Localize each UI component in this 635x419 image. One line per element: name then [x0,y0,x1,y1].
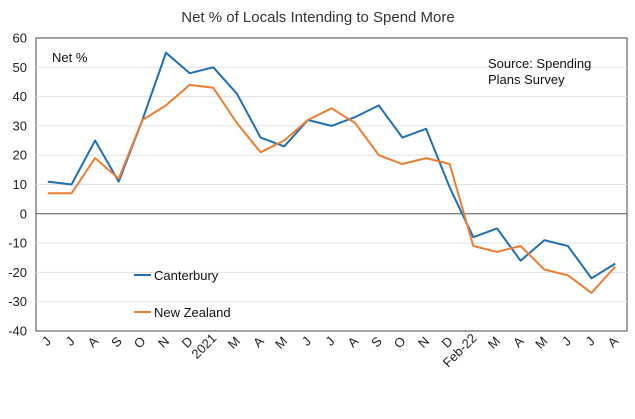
x-tick-label: N [415,334,432,351]
source-annotation-line-1: Source: Spending [488,56,591,71]
x-tick-label: A [605,333,622,350]
legend-label-canterbury: Canterbury [154,268,219,283]
gridlines [36,66,627,303]
y-tick-label: 60 [13,31,27,46]
x-tick-label: S [108,333,125,350]
y-tick-label: 10 [13,177,27,192]
y-tick-label: 40 [13,89,27,104]
legend-label-new-zealand: New Zealand [154,305,231,320]
y-tick-label: 30 [13,118,27,133]
x-tick-label: A [510,333,527,350]
y-tick-label: -20 [8,265,27,280]
y-tick-label: 0 [20,206,27,221]
x-tick-label: N [155,334,172,351]
x-tick-label: A [345,333,362,350]
y-tick-label: -40 [8,324,27,339]
y-tick-label: -10 [8,236,27,251]
x-tick-label: S [368,333,385,350]
x-tick-label: O [391,334,409,352]
x-tick-label: J [559,334,574,349]
x-tick-label: J [582,334,597,349]
x-tick-label: J [299,334,314,349]
y-tick-label: 20 [13,148,27,163]
x-tick-label: A [250,333,267,350]
x-tick-label: J [62,334,77,349]
x-tick-label: M [225,334,243,352]
y-tick-label: -30 [8,294,27,309]
x-tick-label: M [532,334,550,352]
series-lines [47,51,616,294]
legend: Canterbury New Zealand [134,268,231,320]
y-axis-label: Net % [52,50,88,65]
source-annotation-line-2: Plans Survey [488,72,565,87]
series-line-new-zealand [47,83,616,294]
chart-title: Net % of Locals Intending to Spend More [181,9,455,26]
y-tick-labels: -40 -30 -20 -10 0 10 20 30 40 50 60 [8,31,27,339]
x-tick-label: 2021 [188,331,219,362]
x-tick-label: M [485,334,503,352]
x-tick-label: J [322,334,337,349]
x-tick-label: J [39,334,54,349]
x-tick-label: A [84,333,101,350]
y-tick-label: 50 [13,60,27,75]
x-tick-label: O [131,334,149,352]
x-tick-label: M [272,334,290,352]
